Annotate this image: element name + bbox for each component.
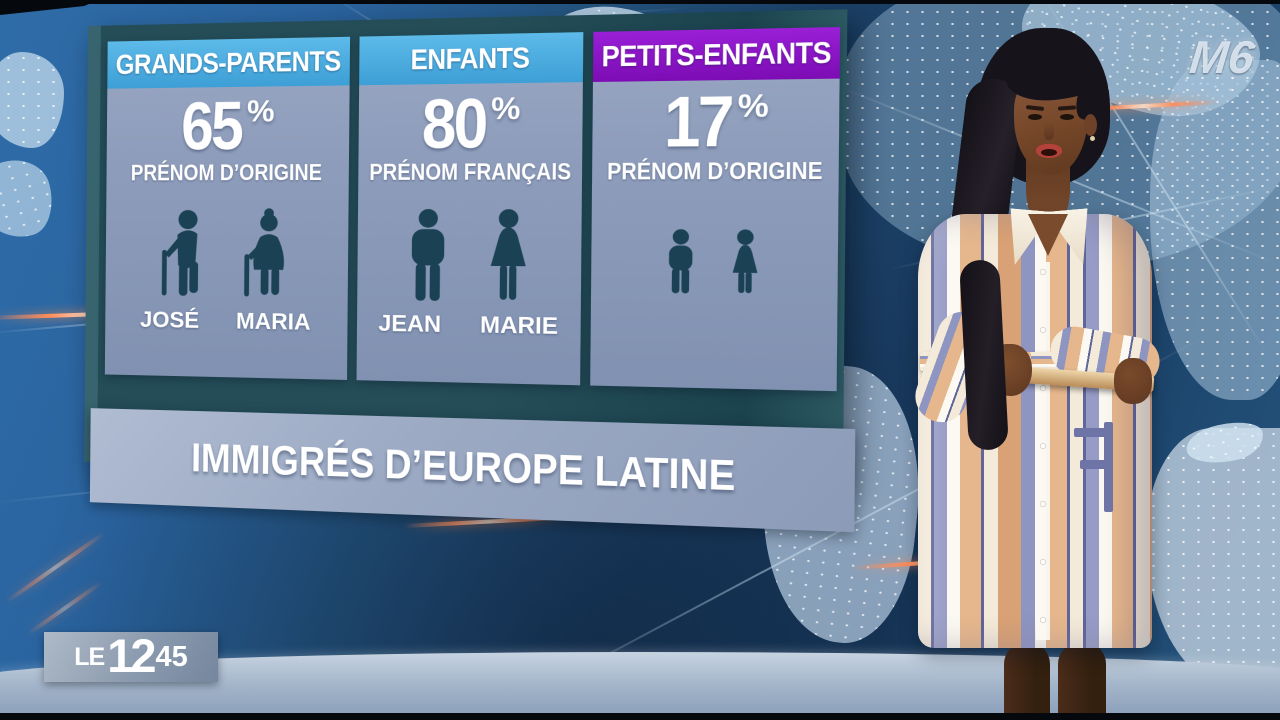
- example-name: JOSÉ: [139, 306, 200, 333]
- column-header: PETITS-ENFANTS: [593, 27, 841, 82]
- badge-minutes: 45: [155, 640, 188, 673]
- column-names: JEAN MARIE: [378, 310, 558, 340]
- presenter-mouth: [1041, 149, 1057, 156]
- column-header-label: GRANDS-PARENTS: [115, 44, 341, 81]
- percentage-value: 17: [663, 80, 732, 163]
- column-icons: [152, 206, 300, 305]
- badge-le: LE: [74, 642, 105, 671]
- column-header: ENFANTS: [358, 32, 584, 86]
- column-icons: [660, 222, 767, 298]
- orange-streak: [4, 531, 106, 604]
- bottom-edge-bar: [0, 713, 1280, 720]
- column-grandparents: GRANDS-PARENTS 65 % PRÉNOM D’ORIGINE JOS…: [104, 36, 350, 380]
- column-label: PRÉNOM D’ORIGINE: [607, 157, 823, 185]
- column-value: 80 %: [418, 83, 521, 164]
- presenter-leg: [1004, 642, 1050, 720]
- column-header-label: ENFANTS: [410, 40, 530, 76]
- infographic-title: IMMIGRÉS D’EUROPE LATINE: [191, 435, 737, 501]
- boy-icon: [660, 228, 702, 297]
- column-value: 65 %: [178, 87, 275, 165]
- dress-pocket-trim: [1074, 428, 1108, 437]
- dress-pocket-trim: [1104, 422, 1113, 512]
- presenter-ear: [1084, 114, 1097, 136]
- presenter-nose: [1044, 122, 1054, 140]
- man-icon: [398, 208, 457, 307]
- top-left-corner: [0, 0, 98, 15]
- percentage-value: 65: [181, 87, 242, 165]
- example-name: JEAN: [378, 309, 442, 337]
- column-label: PRÉNOM D’ORIGINE: [131, 160, 323, 186]
- infographic-board: GRANDS-PARENTS 65 % PRÉNOM D’ORIGINE JOS…: [84, 9, 856, 534]
- presenter-eye: [1060, 114, 1074, 120]
- presenter-eye: [1028, 114, 1042, 120]
- map-blob-ireland-left: [0, 152, 61, 246]
- column-header: GRANDS-PARENTS: [107, 36, 350, 89]
- elderly-man-icon: [152, 208, 216, 304]
- column-header-label: PETITS-ENFANTS: [601, 35, 832, 74]
- le-1245-show-badge: LE 12 45: [44, 632, 218, 682]
- presenter-hand: [1114, 358, 1152, 404]
- percent-sign: %: [246, 94, 275, 129]
- column-grandchildren: PETITS-ENFANTS 17 % PRÉNOM D’ORIGINE: [590, 27, 841, 392]
- column-label: PRÉNOM FRANÇAIS: [368, 159, 571, 185]
- woman-icon: [478, 208, 538, 308]
- badge-hour: 12: [107, 628, 156, 682]
- infographic-columns: GRANDS-PARENTS 65 % PRÉNOM D’ORIGINE JOS…: [104, 27, 841, 392]
- example-name: MARIE: [480, 311, 559, 339]
- column-icons: [398, 206, 538, 308]
- column-value: 17 %: [660, 80, 770, 163]
- column-children: ENFANTS 80 % PRÉNOM FRANÇAIS JEAN MARIE: [356, 32, 584, 386]
- column-names: JOSÉ MARIA: [140, 307, 311, 336]
- elderly-woman-icon: [235, 208, 300, 305]
- girl-icon: [724, 228, 766, 298]
- percentage-value: 80: [421, 83, 486, 164]
- presenter-striped-dress: [918, 214, 1152, 648]
- orange-streak: [26, 580, 103, 636]
- dress-button-placket: [1036, 262, 1050, 640]
- percent-sign: %: [491, 91, 521, 127]
- news-presenter: [860, 14, 1200, 720]
- presenter-leg: [1058, 642, 1106, 720]
- top-edge-bar: [0, 0, 1280, 4]
- percent-sign: %: [737, 88, 770, 125]
- example-name: MARIA: [235, 307, 311, 335]
- infographic-title-banner: IMMIGRÉS D’EUROPE LATINE: [89, 408, 856, 533]
- dress-pocket-trim: [1080, 460, 1108, 469]
- earring: [1090, 136, 1095, 141]
- map-blob-scotland: [0, 52, 64, 148]
